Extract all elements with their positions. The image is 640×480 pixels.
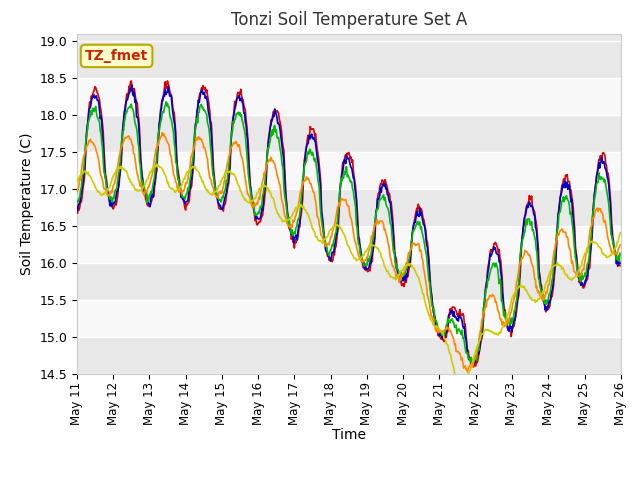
Text: TZ_fmet: TZ_fmet xyxy=(85,49,148,63)
Bar xyxy=(77,152,621,189)
Line: 2cm: 2cm xyxy=(77,81,620,367)
Line: 16cm: 16cm xyxy=(77,132,620,372)
Bar xyxy=(77,337,621,374)
Bar xyxy=(77,115,621,152)
Line: 4cm: 4cm xyxy=(77,85,620,365)
Y-axis label: Soil Temperature (C): Soil Temperature (C) xyxy=(20,133,34,275)
Bar xyxy=(77,300,621,337)
Bar xyxy=(77,189,621,226)
Bar xyxy=(77,226,621,263)
Line: 8cm: 8cm xyxy=(77,102,620,363)
X-axis label: Time: Time xyxy=(332,428,366,442)
Bar xyxy=(77,263,621,300)
Bar xyxy=(77,41,621,78)
Title: Tonzi Soil Temperature Set A: Tonzi Soil Temperature Set A xyxy=(230,11,467,29)
Line: 32cm: 32cm xyxy=(77,164,620,385)
Bar xyxy=(77,78,621,115)
